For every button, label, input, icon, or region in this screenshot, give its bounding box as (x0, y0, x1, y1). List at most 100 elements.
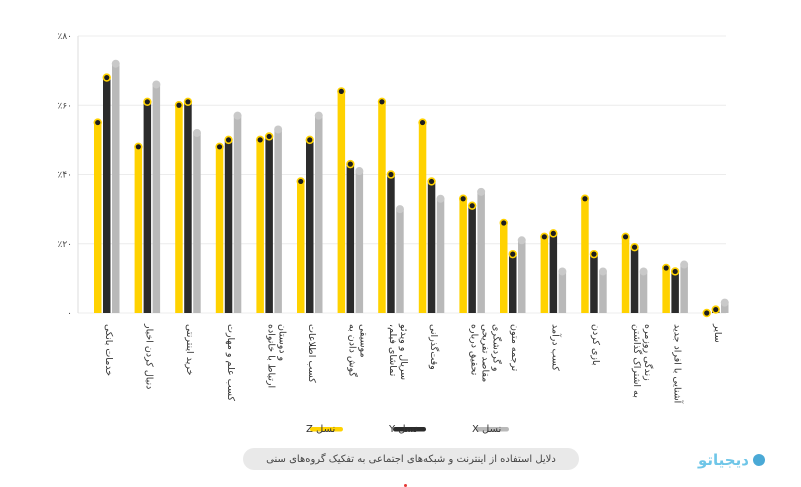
bar-cap-inner (257, 137, 263, 143)
bar-x (112, 63, 120, 314)
category-label-line: و دوستان (276, 324, 287, 361)
bar-cap-inner (225, 137, 232, 143)
category-label: خدمات بانکی (103, 324, 114, 376)
bar-y (387, 174, 395, 313)
bar-cap (517, 236, 526, 245)
category-label-line: تحقیق درباره (468, 324, 479, 376)
legend-swatch (393, 427, 426, 432)
decorative-dot (404, 484, 407, 487)
bar-z (297, 181, 305, 313)
y-tick-label: ٪۴۰ (57, 171, 72, 181)
bar-cap-inner (95, 119, 101, 126)
bar-x (193, 132, 201, 313)
legend-swatch (310, 427, 343, 432)
category-label-line: سایر (712, 323, 723, 343)
category-label-line: و گردشگری (490, 324, 502, 372)
bar-cap-inner (663, 265, 669, 271)
y-tick-label: ۰ (67, 309, 72, 319)
bar-y (630, 247, 639, 313)
legend-label: نسل Y (388, 424, 418, 435)
bar-x (396, 209, 404, 313)
bar-cap-inner (185, 99, 191, 105)
bar-cap (111, 59, 120, 68)
bar-cap-inner (713, 306, 719, 313)
bar-z (581, 198, 589, 313)
category-label-line: کسب درآمد (550, 324, 563, 371)
category-label-line: وقت‌گذرانی (428, 324, 440, 370)
legend: نسل Z نسل Y نسل X (306, 424, 509, 435)
bar-z (540, 236, 549, 313)
bar-z (337, 91, 346, 314)
bars (93, 59, 729, 318)
bar-x (721, 302, 729, 313)
bar-cap (558, 267, 567, 276)
bar-z (378, 101, 386, 313)
bar-z (94, 122, 102, 313)
bar-cap-inner (469, 203, 475, 209)
bar-cap-inner (428, 178, 435, 185)
bar-cap-inner (379, 99, 385, 105)
bar-cap (598, 267, 607, 276)
bar-x (518, 240, 526, 313)
category-label: کسب اطلاعات (306, 324, 317, 383)
category-label-line: کسب علم و مهارت (225, 324, 236, 401)
y-axis-ticks: ۰ ٪۲۰ ٪۴۰ ٪۶۰ ٪۸۰ (57, 32, 72, 319)
bar-cap-inner (510, 251, 516, 257)
bar-y (427, 181, 436, 313)
legend-label: نسل X (472, 424, 501, 435)
category-label: آشنایی با افراد جدید (671, 324, 684, 404)
bar-cap-inner (338, 88, 344, 94)
bar-cap (152, 80, 161, 89)
bar-cap-inner (622, 234, 629, 240)
category-label: کسب درآمد (550, 324, 563, 371)
bar-x (477, 191, 485, 313)
bar-y (184, 101, 192, 313)
bar-cap-inner (672, 268, 678, 275)
category-label-line: کسب اطلاعات (306, 324, 317, 383)
bar-y (671, 271, 679, 313)
bar-z (256, 139, 264, 313)
category-label: تماشای فیلم،سریال و ویدئو (387, 323, 409, 380)
y-tick-label: ٪۲۰ (57, 240, 72, 250)
category-label: وقت‌گذرانی (428, 324, 440, 370)
bar-y (265, 136, 273, 313)
category-label-line: زندگی روزمره (642, 324, 654, 381)
category-label-line: ارتباط با خانواده (265, 324, 276, 388)
bar-cap-inner (550, 230, 556, 236)
category-label: بازی کردن (590, 324, 601, 366)
bar-y (306, 139, 314, 313)
bar-x (599, 271, 607, 313)
category-label-line: گوش دادن به (347, 324, 359, 377)
bar-cap-inner (135, 144, 141, 150)
bar-cap-inner (501, 220, 507, 226)
category-label-line: ترجمه متون (509, 324, 520, 372)
bar-x (639, 271, 648, 313)
bar-cap-inner (591, 251, 597, 257)
category-label: کسب علم و مهارت (225, 324, 236, 401)
bar-x (233, 115, 242, 313)
bar-cap (639, 267, 648, 276)
bar-y (224, 139, 233, 313)
bar-cap-inner (176, 102, 182, 108)
bar-cap (314, 111, 323, 120)
bar-cap (477, 187, 486, 196)
bar-cap-inner (582, 196, 588, 202)
bar-z (175, 105, 183, 313)
bar-x (680, 264, 688, 313)
bar-cap-inner (266, 133, 272, 140)
bar-cap-inner (541, 234, 547, 240)
y-tick-label: ٪۸۰ (57, 32, 72, 42)
bar-y (143, 101, 152, 313)
bar-x (355, 171, 364, 313)
brand-logo-text: دیجیاتو (698, 451, 749, 469)
category-label: سایر (712, 323, 723, 343)
category-label-line: بازی کردن (590, 324, 601, 366)
bar-cap (233, 111, 242, 120)
brand-logo-icon (752, 454, 765, 466)
bar-y (509, 254, 517, 313)
bar-z (662, 267, 670, 313)
bar-y (590, 254, 598, 313)
bar-z (418, 122, 427, 313)
bar-cap-inner (216, 144, 223, 150)
bar-y (103, 77, 111, 313)
